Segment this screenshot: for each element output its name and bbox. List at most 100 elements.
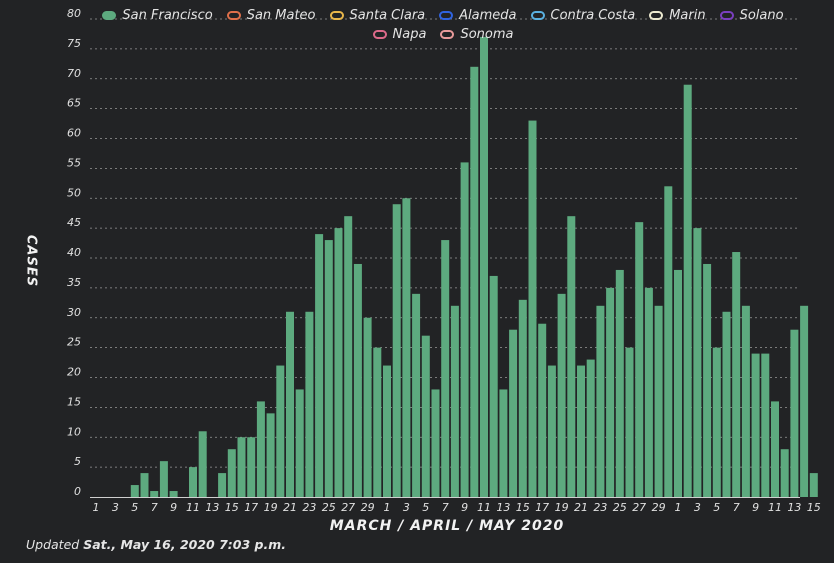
legend-label: Marin [669, 8, 706, 23]
bar[interactable] [412, 293, 421, 497]
legend-item[interactable]: Contra Costa [530, 7, 635, 24]
bar[interactable] [470, 66, 479, 498]
bar[interactable] [557, 293, 566, 497]
bar[interactable] [286, 311, 294, 497]
bar[interactable] [722, 311, 731, 497]
legend-swatch [649, 11, 664, 20]
legend-item[interactable]: San Francisco [102, 7, 213, 24]
bar[interactable] [276, 365, 285, 497]
bar[interactable] [538, 323, 547, 497]
bar[interactable] [353, 263, 362, 497]
bar[interactable] [247, 437, 256, 497]
bar[interactable] [441, 240, 450, 497]
bar[interactable] [509, 329, 518, 497]
bar[interactable] [159, 461, 168, 497]
bar[interactable] [732, 252, 741, 497]
x-tick-label: 11 [477, 501, 491, 514]
bar[interactable] [528, 120, 537, 497]
bar[interactable] [189, 467, 197, 497]
legend-swatch [329, 11, 344, 20]
bar[interactable] [499, 389, 508, 497]
bar[interactable] [800, 305, 809, 497]
y-tick-label: 40 [67, 246, 81, 259]
bar[interactable] [615, 269, 624, 497]
legend-swatch [719, 11, 734, 20]
bar[interactable] [489, 275, 498, 497]
y-tick-label: 5 [74, 455, 81, 468]
updated-timestamp: Updated Sat., May 16, 2020 7:03 p.m. [26, 537, 286, 552]
bar[interactable] [712, 347, 721, 497]
bar[interactable] [169, 491, 178, 497]
bar[interactable] [315, 234, 324, 497]
bar[interactable] [664, 186, 673, 498]
bar[interactable] [703, 263, 712, 497]
bar[interactable] [334, 228, 343, 497]
x-tick-label: 11 [768, 501, 782, 514]
bar[interactable] [751, 353, 760, 497]
legend-item[interactable]: Solano [719, 7, 784, 24]
bar[interactable] [518, 299, 527, 497]
bar[interactable] [567, 216, 576, 498]
bar[interactable] [392, 204, 401, 497]
x-tick-label: 29 [361, 501, 375, 514]
bar[interactable] [460, 162, 469, 497]
bar[interactable] [431, 389, 440, 497]
bar[interactable] [635, 222, 644, 497]
legend-item[interactable]: San Mateo [226, 7, 316, 24]
legend-swatch [439, 11, 454, 20]
legend-item[interactable]: Marin [649, 7, 706, 24]
bar[interactable] [150, 491, 159, 497]
x-tick-label: 15 [807, 501, 821, 514]
legend-item[interactable]: Sonoma [440, 26, 513, 43]
bar[interactable] [780, 449, 789, 497]
x-tick-label: 21 [574, 501, 588, 514]
bar[interactable] [761, 353, 770, 497]
y-tick-label: 30 [67, 306, 81, 319]
bar[interactable] [480, 36, 488, 498]
bar[interactable] [324, 240, 333, 497]
bar[interactable] [421, 335, 430, 497]
bar[interactable] [344, 216, 353, 498]
bar[interactable] [130, 485, 139, 497]
y-tick-label: 20 [67, 366, 81, 379]
legend-item[interactable]: Alameda [439, 7, 517, 24]
bar[interactable] [450, 305, 459, 497]
bar[interactable] [625, 347, 634, 497]
bar[interactable] [654, 305, 663, 497]
legend-swatch [226, 11, 241, 20]
bar[interactable] [693, 228, 702, 497]
legend-item[interactable]: Santa Clara [329, 7, 425, 24]
bar[interactable] [547, 365, 556, 497]
bar[interactable] [790, 329, 799, 497]
y-tick-label: 15 [67, 395, 81, 408]
bar[interactable] [140, 473, 149, 497]
bar[interactable] [741, 305, 750, 497]
bar[interactable] [596, 305, 605, 497]
bar[interactable] [809, 473, 818, 497]
bar[interactable] [674, 269, 682, 497]
bar[interactable] [227, 449, 236, 497]
bar[interactable] [266, 413, 275, 497]
bar[interactable] [402, 198, 411, 497]
bar[interactable] [373, 347, 382, 497]
bar[interactable] [237, 437, 246, 497]
y-tick-label: 75 [67, 37, 81, 50]
legend-label: San Mateo [246, 8, 316, 23]
bar[interactable] [256, 401, 265, 497]
bar[interactable] [771, 401, 779, 497]
bar[interactable] [198, 431, 207, 497]
bar[interactable] [683, 84, 692, 497]
bar[interactable] [295, 389, 304, 497]
updated-prefix: Updated [26, 537, 80, 552]
x-tick-label: 5 [713, 501, 720, 514]
bar[interactable] [586, 359, 595, 497]
bar[interactable] [606, 287, 615, 497]
bar[interactable] [644, 287, 653, 497]
bar[interactable] [218, 473, 227, 497]
bar[interactable] [577, 365, 585, 497]
bar[interactable] [383, 365, 391, 497]
bar[interactable] [305, 311, 314, 497]
legend-item[interactable]: Napa [372, 26, 426, 43]
bar[interactable] [363, 317, 372, 497]
